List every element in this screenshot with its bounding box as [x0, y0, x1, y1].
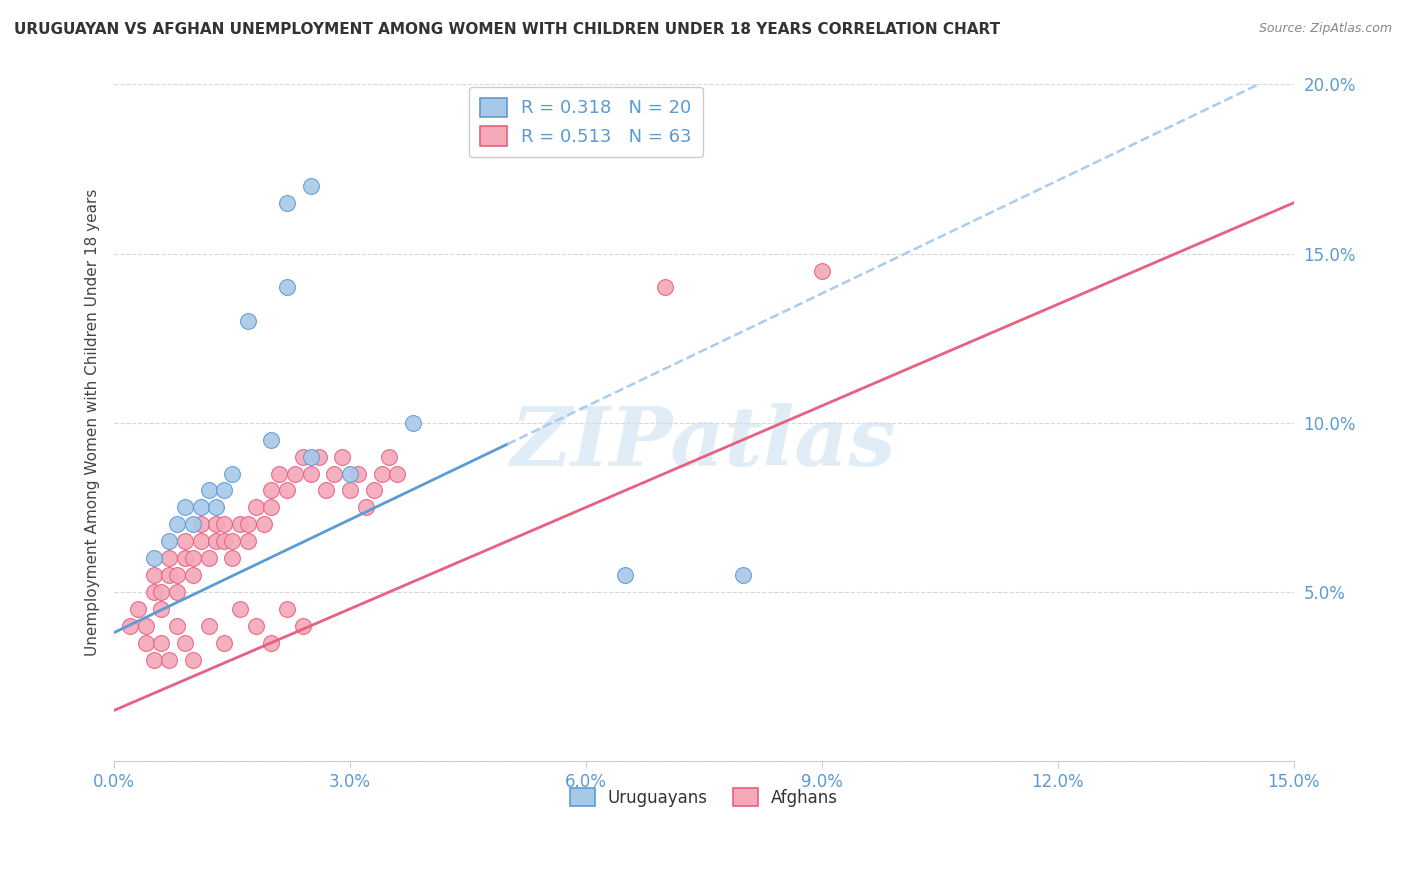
Point [363, 483, 385, 498]
Y-axis label: Unemployment Among Women with Children Under 18 years: Unemployment Among Women with Children U… [86, 189, 100, 657]
Point [197, 483, 219, 498]
Point [166, 568, 188, 582]
Point [245, 500, 267, 515]
Point [347, 467, 370, 481]
Point [299, 450, 322, 464]
Point [190, 517, 212, 532]
Point [214, 483, 236, 498]
Point [221, 467, 243, 481]
Point [157, 652, 180, 666]
Text: URUGUAYAN VS AFGHAN UNEMPLOYMENT AMONG WOMEN WITH CHILDREN UNDER 18 YEARS CORREL: URUGUAYAN VS AFGHAN UNEMPLOYMENT AMONG W… [14, 22, 1000, 37]
Point [197, 619, 219, 633]
Point [214, 534, 236, 549]
Point [252, 517, 274, 532]
Point [205, 534, 228, 549]
Point [166, 585, 188, 599]
Point [150, 585, 173, 599]
Point [284, 467, 307, 481]
Point [269, 467, 291, 481]
Point [402, 416, 425, 430]
Point [135, 619, 157, 633]
Point [339, 467, 361, 481]
Point [339, 483, 361, 498]
Point [174, 500, 197, 515]
Point [236, 534, 259, 549]
Point [308, 450, 330, 464]
Point [323, 467, 346, 481]
Point [205, 517, 228, 532]
Point [142, 551, 165, 566]
Point [370, 467, 392, 481]
Point [260, 635, 283, 649]
Point [157, 534, 180, 549]
Point [276, 195, 298, 210]
Point [315, 483, 337, 498]
Point [174, 635, 197, 649]
Point [654, 280, 676, 294]
Point [142, 568, 165, 582]
Point [205, 500, 228, 515]
Point [221, 534, 243, 549]
Point [150, 635, 173, 649]
Point [229, 517, 252, 532]
Point [236, 517, 259, 532]
Point [276, 280, 298, 294]
Point [174, 551, 197, 566]
Point [354, 500, 377, 515]
Point [299, 178, 322, 193]
Point [330, 450, 353, 464]
Point [276, 483, 298, 498]
Point [221, 551, 243, 566]
Point [157, 551, 180, 566]
Text: Source: ZipAtlas.com: Source: ZipAtlas.com [1258, 22, 1392, 36]
Point [387, 467, 409, 481]
Point [214, 635, 236, 649]
Point [260, 483, 283, 498]
Point [142, 585, 165, 599]
Point [378, 450, 401, 464]
Point [157, 568, 180, 582]
Point [260, 433, 283, 447]
Point [276, 602, 298, 616]
Point [166, 619, 188, 633]
Point [142, 652, 165, 666]
Point [733, 568, 755, 582]
Point [245, 619, 267, 633]
Point [174, 534, 197, 549]
Point [190, 500, 212, 515]
Point [229, 602, 252, 616]
Point [214, 517, 236, 532]
Point [291, 619, 314, 633]
Point [127, 602, 149, 616]
Point [135, 635, 157, 649]
Point [614, 568, 637, 582]
Point [166, 517, 188, 532]
Point [181, 568, 204, 582]
Point [181, 551, 204, 566]
Point [197, 551, 219, 566]
Point [118, 619, 141, 633]
Point [190, 534, 212, 549]
Text: ZIPatlas: ZIPatlas [512, 403, 897, 483]
Point [260, 500, 283, 515]
Point [150, 602, 173, 616]
Point [236, 314, 259, 328]
Point [181, 517, 204, 532]
Point [299, 467, 322, 481]
Legend: Uruguayans, Afghans: Uruguayans, Afghans [562, 781, 845, 814]
Point [291, 450, 314, 464]
Point [811, 263, 834, 277]
Point [181, 652, 204, 666]
